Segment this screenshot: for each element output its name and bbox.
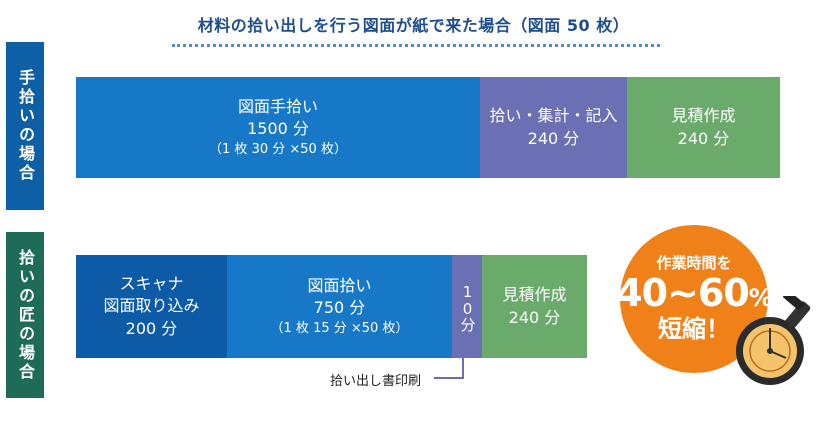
row-label-manual: 手拾いの場合 [6, 42, 44, 210]
segment-value: 750 分 [313, 298, 366, 318]
badge-percent-sign: % [748, 284, 773, 313]
bar-segment: 拾い・集計・記入 240 分 [480, 77, 627, 178]
segment-value: 240 分 [677, 128, 730, 148]
callout-label: 拾い出し書印刷 [330, 374, 422, 389]
segment-name: 見積作成 [502, 285, 567, 305]
segment-value: 200 分 [125, 318, 178, 338]
badge-line1: 作業時間を [656, 253, 732, 272]
segment-name: 図面拾い [307, 276, 372, 296]
bar-segment: 見積作成 240 分 [482, 255, 587, 358]
bar-segment: 見積作成 240 分 [627, 77, 780, 178]
segment-name: 見積作成 [671, 106, 736, 126]
callout-leader-horizontal [434, 377, 464, 379]
title-divider [172, 44, 660, 47]
reduction-badge: 作業時間を 40~60% 短縮！ [616, 225, 773, 373]
bar-segment: 10分 [452, 255, 482, 358]
badge-number: 40~60 [616, 271, 750, 316]
bar-segment: 図面拾い 750 分 （1 枚 15 分 ×50 枚） [227, 255, 452, 358]
callout-leader-vertical [462, 357, 464, 379]
segment-name: スキャナ [119, 273, 184, 293]
badge-percent: 40~60% [616, 271, 773, 316]
stopwatch-icon [736, 296, 811, 385]
segment-value: 240 分 [527, 128, 580, 148]
badge-line3: 短縮！ [658, 315, 730, 344]
row-label-takumi: 拾いの匠の場合 [6, 232, 44, 398]
segment-name: 図面手拾い [237, 97, 318, 117]
segment-note: （1 枚 30 分 ×50 枚） [209, 141, 347, 157]
segment-value: 10分 [458, 282, 477, 331]
bar-segment: 図面手拾い 1500 分 （1 枚 30 分 ×50 枚） [76, 77, 480, 178]
segment-value: 240 分 [508, 307, 561, 327]
chart-title: 材料の拾い出しを行う図面が紙で来た場合（図面 50 枚） [197, 16, 630, 35]
segment-name: 拾い・集計・記入 [489, 106, 618, 126]
segment-value: 1500 分 [247, 119, 309, 139]
segment-note: （1 枚 15 分 ×50 枚） [270, 320, 409, 336]
bar-segment: スキャナ図面取り込み 200 分 [76, 255, 227, 358]
segment-name: 図面取り込み [103, 296, 200, 316]
